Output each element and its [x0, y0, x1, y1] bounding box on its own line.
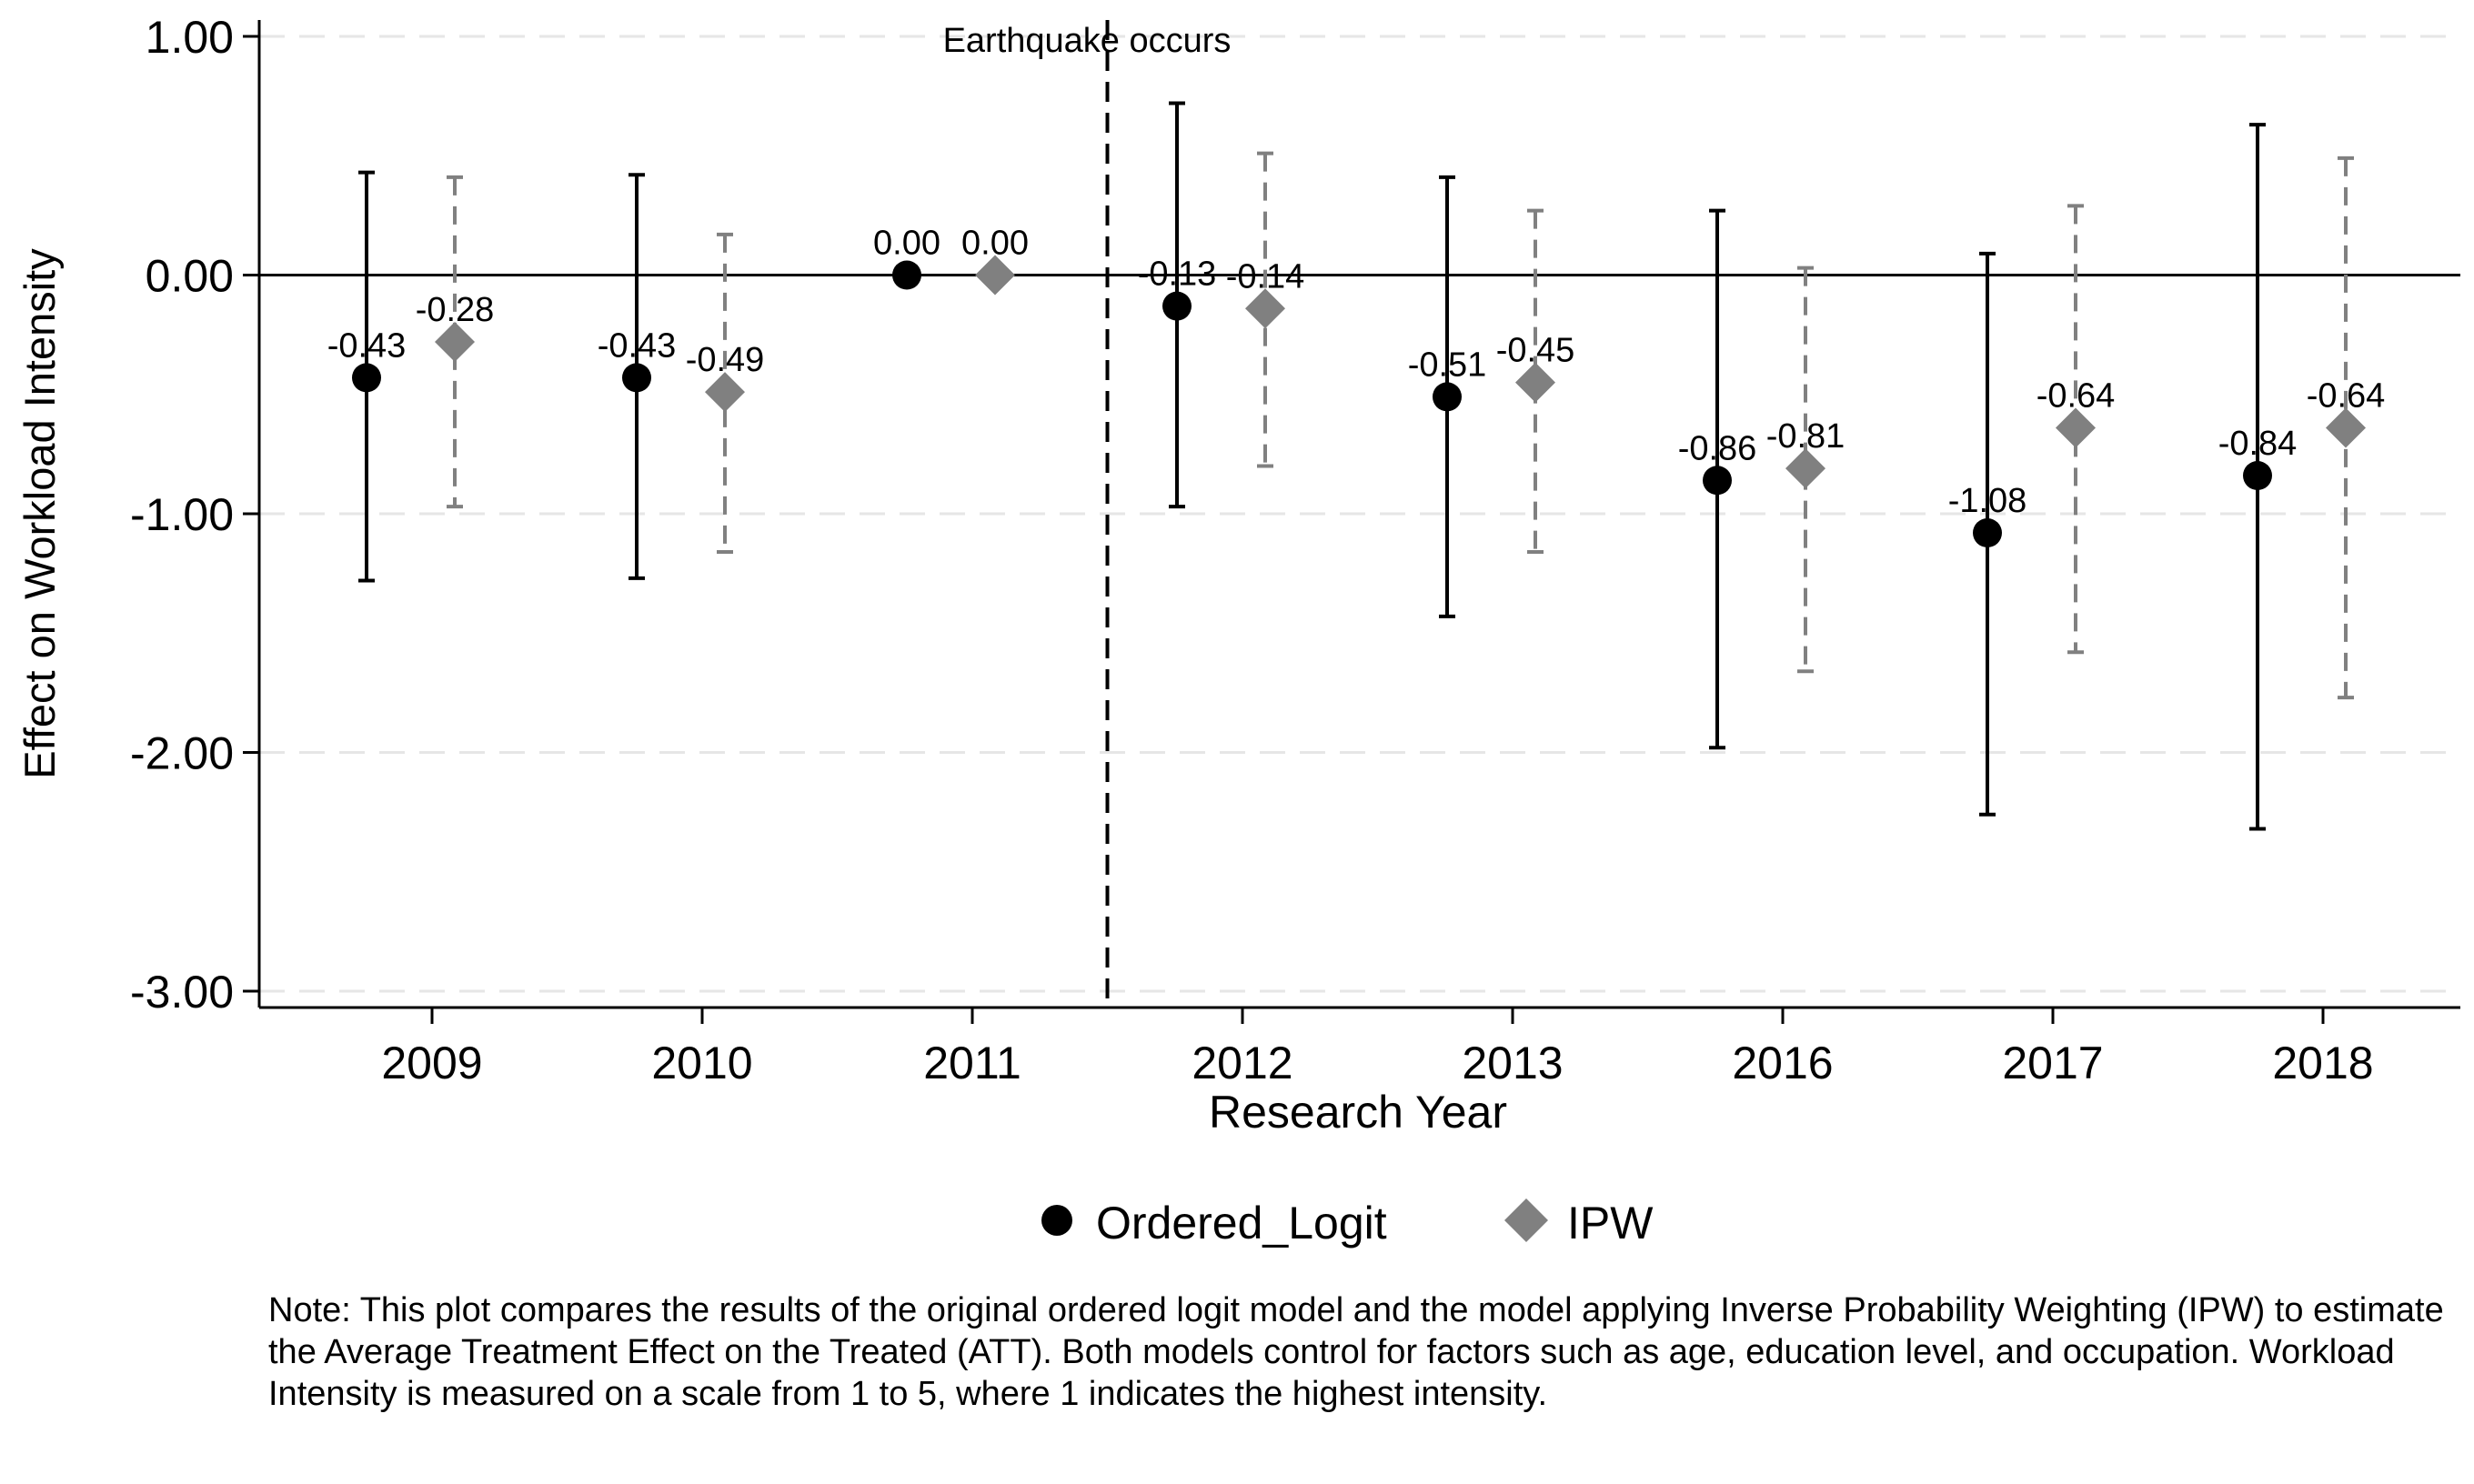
data-point — [892, 260, 921, 290]
data-label: -0.49 — [686, 341, 765, 379]
x-ticks: 2009 2010 2011 2012 2013 2016 2017 2018 — [381, 1008, 2374, 1088]
x-tick-label: 2010 — [651, 1038, 752, 1088]
data-point — [435, 322, 475, 362]
legend-label-ordered-logit: Ordered_Logit — [1096, 1198, 1387, 1248]
data-label: -0.86 — [1678, 429, 1757, 467]
y-tick-label: -2.00 — [130, 728, 234, 779]
data-label: 0.00 — [961, 225, 1029, 263]
data-point — [1245, 288, 1285, 329]
series-marks: -0.43 -0.430.00-0.13-0.51-0.86-1.08-0.84-… — [327, 101, 2386, 831]
data-label: -0.13 — [1138, 256, 1217, 294]
legend-marker-ipw — [1504, 1198, 1548, 1242]
data-point — [2326, 407, 2366, 448]
data-point — [1433, 382, 1462, 412]
chart-note: Note: This plot compares the results of … — [268, 1291, 2444, 1413]
data-point — [2056, 407, 2096, 448]
data-label: -0.43 — [327, 326, 407, 365]
y-tick-label: -3.00 — [130, 967, 234, 1018]
x-tick-label: 2009 — [381, 1038, 482, 1088]
data-label: -1.08 — [1948, 482, 2027, 520]
data-point — [1785, 448, 1825, 489]
data-label: -0.51 — [1408, 346, 1487, 384]
data-label: -0.84 — [2218, 425, 2298, 463]
data-label: -0.28 — [416, 291, 495, 329]
reference-lines — [259, 20, 2460, 1008]
data-point — [975, 255, 1015, 296]
data-label: -0.45 — [1496, 332, 1575, 370]
y-ticks: 1.00 0.00 -1.00 -2.00 -3.00 — [130, 12, 259, 1018]
x-tick-label: 2012 — [1192, 1038, 1292, 1088]
data-point — [1515, 362, 1555, 403]
x-axis-label: Research Year — [1209, 1087, 1507, 1138]
data-point — [2243, 461, 2272, 490]
data-point — [622, 363, 651, 393]
x-tick-label: 2018 — [2272, 1038, 2373, 1088]
data-point — [1703, 466, 1732, 496]
x-tick-label: 2011 — [923, 1038, 1021, 1088]
series-ordered-logit: -0.43 -0.43 0.00 -0.13 -0.51 -0.86 -1.08 -0.84 — [327, 101, 2298, 831]
legend-label-ipw: IPW — [1567, 1198, 1654, 1248]
event-label: Earthquake occurs — [943, 22, 1232, 60]
data-point — [1973, 518, 2002, 547]
y-tick-label: 1.00 — [146, 12, 234, 63]
legend: Ordered_Logit IPW — [1041, 1198, 1654, 1248]
data-point — [705, 372, 745, 413]
data-label: -0.64 — [2037, 377, 2116, 416]
data-label: -0.14 — [1226, 257, 1305, 296]
x-tick-label: 2013 — [1462, 1038, 1563, 1088]
y-tick-label: -1.00 — [130, 489, 234, 540]
legend-marker-ordered-logit — [1041, 1205, 1072, 1236]
x-tick-label: 2016 — [1732, 1038, 1833, 1088]
gridlines — [259, 35, 2460, 993]
data-label: -0.81 — [1766, 417, 1845, 456]
y-tick-label: 0.00 — [146, 251, 234, 302]
data-label: -0.64 — [2307, 377, 2386, 416]
y-axis-label: Effect on Workload Intensity — [15, 248, 64, 779]
x-tick-label: 2017 — [2002, 1038, 2103, 1088]
data-label: 0.00 — [873, 225, 940, 263]
data-point — [1162, 291, 1192, 321]
data-point — [352, 363, 381, 393]
data-label: -0.43 — [598, 326, 677, 365]
series-ipw: -0.28 -0.49 0.00 -0.14 -0.45 -0.81 -0.64 -0.64 — [416, 151, 2386, 700]
